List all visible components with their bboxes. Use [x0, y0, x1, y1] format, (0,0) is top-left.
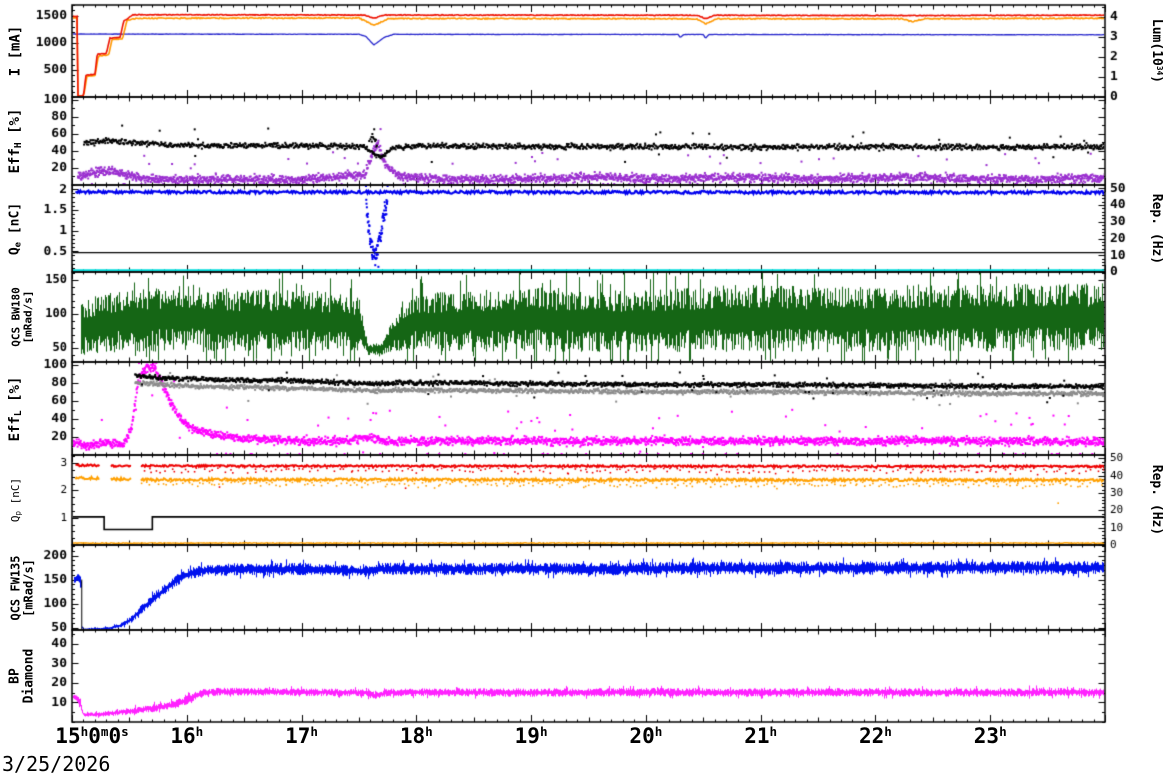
plot-canvas — [0, 0, 1172, 782]
strip-chart: 3/25/2026 I [mA] Lum(1034) EffH [%] Qe [nC]… — [0, 0, 1172, 782]
